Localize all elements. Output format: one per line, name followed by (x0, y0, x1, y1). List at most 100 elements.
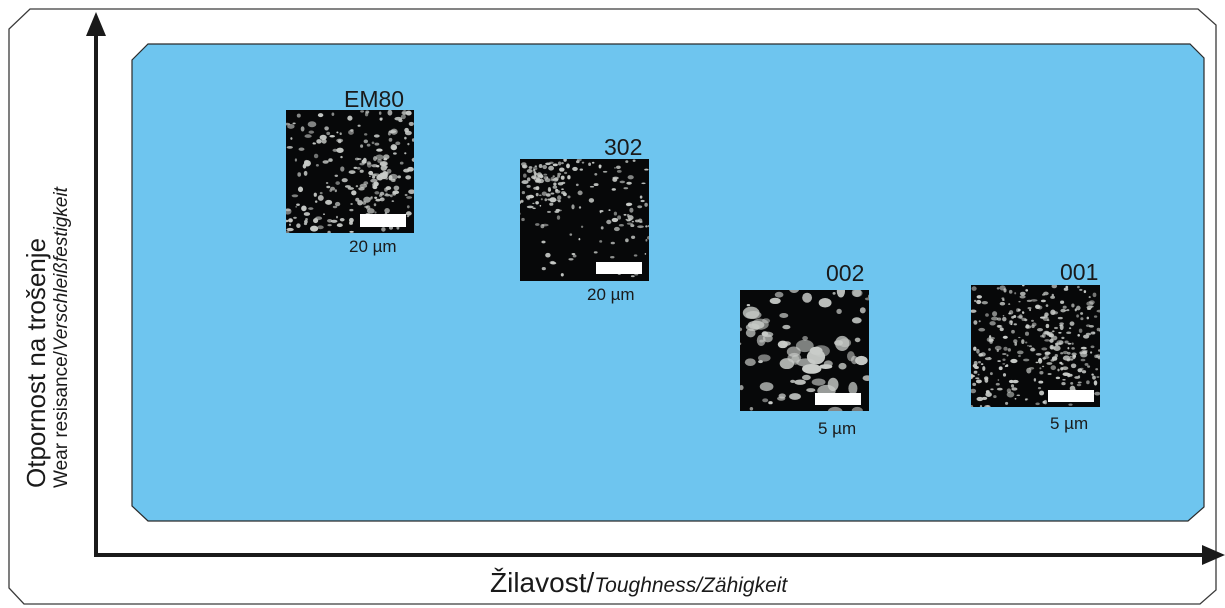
micrograph-grain (588, 198, 595, 203)
micrograph-grain (1013, 314, 1017, 319)
micrograph-grain (1085, 332, 1091, 336)
micrograph-grain (802, 292, 813, 303)
micrograph-grain (291, 194, 299, 198)
micrograph-grain (557, 199, 561, 203)
micrograph-grain (404, 193, 408, 197)
micrograph-grain (759, 382, 774, 392)
micrograph-grain (1002, 352, 1007, 356)
micrograph-grain (1068, 327, 1072, 330)
micrograph-grain (999, 301, 1006, 306)
micrograph-grain (777, 396, 786, 401)
micrograph-grain (988, 356, 991, 359)
micrograph-grain (1081, 370, 1087, 374)
micrograph-grain (319, 134, 327, 141)
micrograph-grain (608, 209, 611, 211)
micrograph-grain (386, 168, 392, 174)
micrograph-grain (1010, 384, 1015, 388)
micrograph-grain (851, 290, 862, 297)
micrograph-grain (1019, 291, 1026, 296)
micrograph-grain (836, 290, 846, 298)
micrograph-grain (1002, 299, 1005, 301)
micrograph-grain (827, 406, 843, 411)
scale-bar-em80 (360, 214, 406, 227)
micrograph-grain (1050, 365, 1057, 371)
micrograph-grain (1060, 300, 1065, 304)
micrograph-grain (339, 132, 342, 136)
micrograph-grain (357, 199, 363, 206)
micrograph-grain (1018, 354, 1021, 358)
micrograph-grain (380, 165, 388, 171)
micrograph-grain (335, 181, 340, 185)
micrograph-grain (1006, 391, 1015, 398)
micrograph-grain (1002, 316, 1007, 322)
micrograph-grain (1062, 355, 1071, 361)
micrograph-grain (557, 174, 561, 178)
micrograph-grain (336, 223, 343, 228)
micrograph-grain (1026, 367, 1032, 374)
micrograph-grain (310, 225, 319, 232)
micrograph-grain (325, 199, 333, 205)
micrograph-grain (289, 223, 291, 226)
micrograph-grain (1054, 326, 1058, 330)
micrograph-grain (868, 294, 869, 299)
micrograph-grain (1083, 290, 1087, 294)
micrograph-grain (1063, 287, 1069, 291)
micrograph-grain (625, 202, 633, 207)
micrograph-grain (855, 355, 868, 366)
micrograph-grain (288, 218, 293, 223)
micrograph-grain (526, 177, 531, 182)
micrograph-grain (547, 210, 551, 213)
y-axis-title-sub-italic: Verschleißfestigkeit (51, 187, 72, 352)
micrograph-grain (1021, 317, 1027, 321)
scale-bar-001 (1048, 390, 1094, 402)
micrograph-grain (740, 385, 744, 391)
micrograph-grain (312, 142, 315, 145)
micrograph-grain (339, 217, 345, 222)
micrograph-grain (984, 376, 989, 381)
micrograph-grain (372, 175, 376, 179)
micrograph-grain (373, 134, 380, 138)
micrograph-grain (639, 221, 643, 223)
micrograph-grain (1024, 398, 1028, 401)
micrograph-grain (389, 194, 393, 198)
micrograph-texture (520, 159, 649, 278)
micrograph-grain (1019, 295, 1026, 299)
micrograph-grain (406, 196, 413, 199)
micrograph-grain (1077, 285, 1080, 289)
micrograph-grain (564, 171, 568, 175)
micrograph-grain (1025, 325, 1032, 329)
micrograph-grain (625, 238, 629, 243)
micrograph-grain (1002, 358, 1006, 362)
micrograph-grain (341, 178, 348, 183)
micrograph-grain (762, 334, 773, 343)
micrograph-grain (1089, 351, 1093, 354)
scale-bar-002 (815, 393, 861, 405)
micrograph-grain (572, 254, 577, 258)
micrograph-grain (349, 208, 354, 212)
micrograph-grain (384, 212, 388, 215)
micrograph-grain (523, 173, 527, 178)
micrograph-grain (999, 327, 1004, 332)
micrograph-grain (1048, 333, 1053, 338)
micrograph-grain (390, 128, 398, 135)
micrograph-grain (978, 320, 981, 323)
micrograph-grain (1095, 368, 1099, 371)
micrograph-grain (790, 379, 796, 383)
micrograph-001 (971, 285, 1100, 407)
micrograph-grain (286, 208, 292, 215)
micrograph-grain (360, 144, 364, 148)
micrograph-grain (627, 215, 634, 221)
micrograph-grain (1076, 383, 1082, 387)
micrograph-grain (567, 195, 571, 199)
micrograph-grain (1074, 376, 1081, 379)
micrograph-grain (340, 166, 345, 172)
micrograph-grain (525, 195, 531, 200)
sample-label-002: 002 (826, 260, 865, 286)
micrograph-grain (769, 297, 781, 305)
micrograph-grain (996, 387, 1003, 391)
micrograph-grain (1010, 358, 1018, 364)
micrograph-grain (548, 165, 555, 171)
micrograph-grain (375, 154, 384, 160)
micrograph-grain (1035, 361, 1039, 364)
micrograph-grain (806, 388, 816, 393)
